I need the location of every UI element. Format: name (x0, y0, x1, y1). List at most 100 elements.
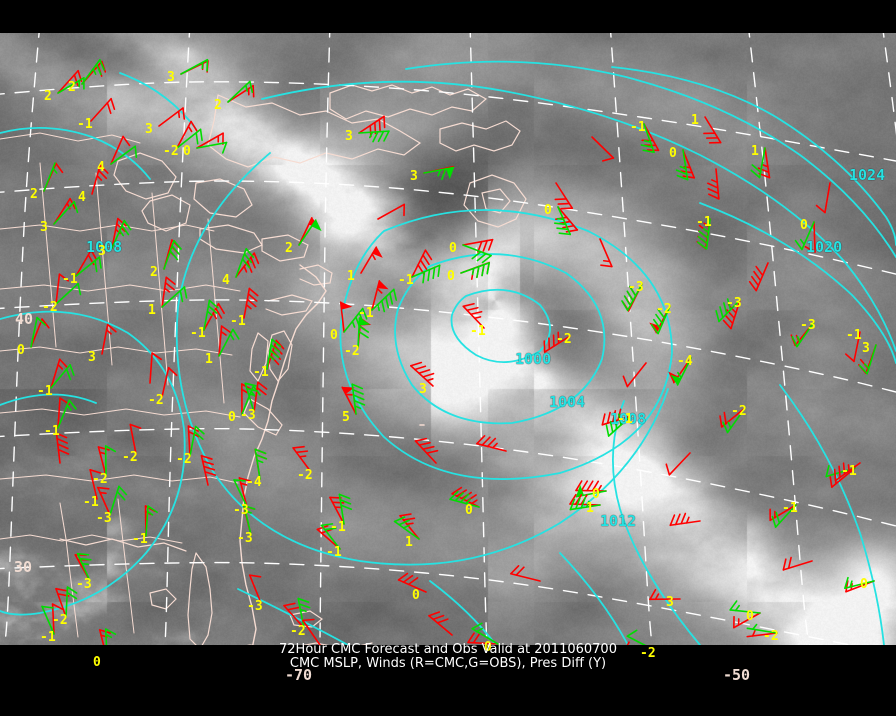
barb-full-10kt (203, 465, 216, 471)
latitude-line-1 (0, 180, 896, 275)
pressure-diff-label-76: -1 (782, 501, 798, 516)
satellite-canvas (0, 33, 896, 645)
longitude-line-2 (319, 33, 331, 645)
pressure-diff-label-15: 3 (98, 244, 106, 259)
barb-half-5kt (96, 174, 103, 181)
pressure-diff-label-46: -1 (132, 532, 148, 547)
wind-barb-observed-5 (358, 130, 390, 143)
wind-barb-observed-82 (233, 479, 248, 508)
political-border-6 (95, 172, 113, 366)
wind-barb-forecast-82 (238, 477, 251, 508)
pressure-diff-label-35: -2 (344, 344, 360, 359)
barb-shaft (668, 452, 691, 476)
barb-half-5kt (406, 522, 414, 526)
barb-full-10kt (252, 84, 255, 98)
wind-barb-forecast-36 (253, 381, 268, 413)
wind-barb-observed-40 (254, 448, 268, 480)
wind-barb-forecast-10 (235, 252, 260, 278)
barb-full-10kt (432, 614, 445, 621)
wind-barb-observed-57 (605, 413, 632, 437)
wind-barb-observed-0 (57, 77, 85, 94)
barb-full-10kt (243, 253, 253, 264)
barb-half-5kt (244, 510, 252, 514)
pressure-diff-label-42: -1 (326, 545, 342, 560)
barb-full-10kt (97, 486, 110, 490)
barb-full-10kt (292, 445, 305, 449)
barb-full-10kt (462, 302, 475, 308)
barb-half-5kt (847, 464, 850, 472)
longitude-line-4 (610, 33, 654, 645)
wind-barb-observed-80 (338, 493, 353, 525)
barb-full-10kt (73, 201, 79, 214)
pressure-diff-label-80: -1 (330, 520, 346, 535)
barb-full-10kt (804, 245, 816, 253)
barb-full-10kt (437, 264, 441, 278)
barb-full-10kt (121, 224, 130, 236)
wind-barb-forecast-extra-6 (510, 565, 541, 582)
barb-full-10kt (657, 308, 666, 320)
wind-barb-forecast-extra-10 (428, 611, 453, 636)
pressure-diff-label-89: 0 (183, 144, 191, 159)
caption-line-1: 72Hour CMC Forecast and Obs Valid at 201… (279, 642, 617, 657)
caption-line-2: CMC MSLP, Winds (R=CMC,G=OBS), Pres Diff… (289, 656, 607, 671)
isobar-label-1008-0: 1008 (86, 238, 123, 256)
barb-full-10kt (207, 305, 218, 314)
barb-full-10kt (66, 586, 78, 594)
wind-barb-forecast-89 (196, 132, 224, 149)
barb-full-10kt (247, 293, 258, 302)
pressure-diff-label-2: 3 (167, 70, 175, 85)
barb-full-10kt (569, 498, 576, 511)
wind-barb-forecast-13 (91, 164, 109, 195)
barb-shaft (813, 221, 816, 253)
barb-full-10kt (858, 364, 868, 375)
wind-barb-forecast-18 (101, 323, 117, 355)
barb-full-10kt (358, 312, 365, 324)
barb-full-10kt (94, 259, 98, 273)
wind-barb-observed-15 (111, 219, 132, 249)
barb-shaft (782, 560, 813, 571)
barb-full-10kt (707, 187, 720, 195)
barb-half-5kt (243, 265, 248, 273)
barb-full-10kt (675, 169, 688, 176)
barb-half-5kt (751, 629, 756, 637)
barb-full-10kt (591, 480, 600, 492)
pressure-diff-label-9: 2 (285, 241, 293, 256)
barb-full-10kt (626, 641, 630, 645)
barb-full-10kt (122, 135, 131, 147)
wind-barb-forecast-extra-18 (707, 168, 720, 200)
political-border-3 (0, 408, 241, 418)
barb-full-10kt (755, 265, 764, 277)
barb-full-10kt (201, 460, 214, 466)
wind-barb-forecast-extra-16 (748, 262, 769, 292)
barb-half-5kt (118, 229, 125, 237)
isobar-label-1012-4: 1012 (600, 512, 637, 530)
wind-barb-observed-19 (161, 286, 188, 308)
grid-label-latitude-0: 40 (15, 310, 34, 328)
wind-barb-forecast-52 (283, 602, 305, 629)
barb-full-10kt (845, 580, 849, 593)
pressure-diff-label-87: -1 (62, 272, 78, 287)
barb-full-10kt (55, 587, 68, 592)
pressure-diff-label-4: 2 (214, 98, 222, 113)
wind-barb-forecast-19 (161, 276, 176, 308)
wind-barb-observed-69 (858, 344, 877, 375)
barb-full-10kt (169, 250, 179, 261)
barb-full-10kt (58, 358, 68, 369)
wind-barb-forecast-extra-19 (591, 136, 615, 162)
barb-half-5kt (256, 459, 264, 464)
wind-barb-observed-65 (715, 298, 741, 323)
barb-full-10kt (361, 307, 368, 320)
lake-outline (261, 234, 309, 262)
isobar-1012-west (175, 152, 669, 566)
barb-full-10kt (36, 316, 47, 326)
barb-full-10kt (355, 316, 361, 329)
isobar-1020b (699, 202, 896, 364)
barb-full-10kt (256, 386, 267, 396)
barb-full-10kt (707, 182, 719, 189)
barb-full-10kt (617, 413, 622, 426)
pressure-diff-label-56: 0 (592, 487, 600, 502)
barb-shaft (764, 147, 771, 179)
barb-full-10kt (454, 492, 464, 502)
barb-full-10kt (106, 102, 112, 115)
barb-full-10kt (68, 399, 77, 410)
